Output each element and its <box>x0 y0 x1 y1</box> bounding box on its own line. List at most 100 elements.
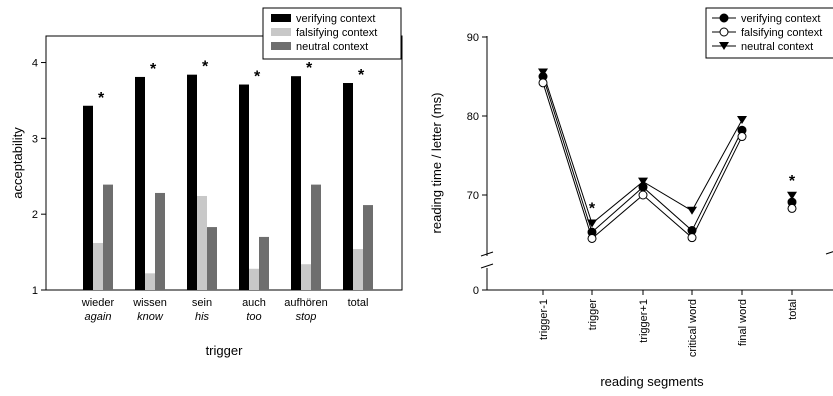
x-tick-label: trigger-1 <box>538 299 550 340</box>
x-tick-gloss: stop <box>296 311 317 323</box>
y-tick-label: 70 <box>467 190 479 202</box>
bar-falsifying-context-2 <box>197 195 207 290</box>
x-tick-gloss: again <box>85 311 112 323</box>
bar-falsifying-context-4 <box>301 264 311 290</box>
significance-star: * <box>98 90 105 107</box>
y-tick-label: 3 <box>32 133 38 145</box>
x-tick-label: trigger+1 <box>638 299 650 343</box>
bars <box>83 74 373 291</box>
point-verifying-context-2 <box>638 182 648 192</box>
y-tick-label: 4 <box>32 58 38 70</box>
significance-star: * <box>306 60 313 77</box>
axis-break-mark <box>480 251 494 257</box>
series-points <box>538 68 797 243</box>
bar-neutral-context-0 <box>103 184 113 290</box>
bar-verifying-context-4 <box>291 76 301 290</box>
legend-marker <box>719 42 729 50</box>
x-tick-label: final word <box>737 299 749 346</box>
x-axis-labels: wieder again wissen know sein his auch too aufhö… <box>81 297 369 323</box>
x-axis-title: reading segments <box>600 374 704 389</box>
point-falsifying-context-3 <box>687 233 697 243</box>
significance-star: * <box>202 59 209 76</box>
point-falsifying-context-0 <box>538 78 548 88</box>
x-tick-label: critical word <box>687 299 699 357</box>
significance-star: * <box>150 61 157 78</box>
point-neutral-context-3 <box>687 206 697 215</box>
x-tick-label: sein <box>192 297 212 309</box>
significance-stars: ** <box>589 173 796 218</box>
x-tick-gloss: know <box>137 311 164 323</box>
legend-label: verifying context <box>296 13 375 25</box>
bar-falsifying-context-0 <box>93 242 103 290</box>
bar-neutral-context-4 <box>311 184 321 290</box>
legend-label: falsifying context <box>741 27 822 39</box>
point-falsifying-context-5 <box>787 203 797 213</box>
legend-marker <box>719 27 729 37</box>
reading-time-line-chart: 0 70 80 90 trigger-1 trigger trigger+1 critica… <box>429 7 833 389</box>
axis-break-mark <box>480 263 494 269</box>
bar-verifying-context-2 <box>187 74 197 290</box>
x-tick-gloss: his <box>195 311 210 323</box>
x-tick-label: wissen <box>132 297 167 309</box>
point-falsifying-context-4 <box>737 132 747 142</box>
y-tick-label: 80 <box>467 111 479 123</box>
x-tick-label: aufhören <box>284 297 327 309</box>
bar-neutral-context-5 <box>363 205 373 290</box>
legend: verifying context falsifying context neutr… <box>705 7 833 59</box>
series-lines <box>542 72 743 240</box>
significance-star: * <box>589 200 596 217</box>
legend-swatch <box>271 42 291 50</box>
legend-swatch <box>271 28 291 36</box>
significance-star: * <box>254 69 261 86</box>
x-tick-gloss: too <box>246 311 261 323</box>
series-line-falsifying-context <box>542 82 743 240</box>
plot-frame <box>45 35 403 291</box>
x-tick-label: auch <box>242 297 266 309</box>
significance-star: * <box>358 67 365 84</box>
bar-falsifying-context-3 <box>249 268 259 290</box>
bar-neutral-context-1 <box>155 192 165 290</box>
x-axis-title: trigger <box>206 343 244 358</box>
series-line-neutral-context <box>542 72 743 225</box>
legend-marker <box>719 13 729 23</box>
x-tick-label: wieder <box>81 297 115 309</box>
bar-verifying-context-5 <box>343 83 353 290</box>
series-line-verifying-context <box>542 76 743 234</box>
acceptability-bar-chart: 1 2 3 4 * * * * * * wieder again wissen know sein his… <box>10 7 403 358</box>
bar-verifying-context-3 <box>239 84 249 290</box>
y-tick-label: 1 <box>32 285 38 297</box>
x-tick-label: total <box>787 299 799 320</box>
x-axis: trigger-1 trigger trigger+1 critical word fi… <box>538 290 799 357</box>
legend-label: neutral context <box>741 41 813 53</box>
legend-label: falsifying context <box>296 27 377 39</box>
axes <box>480 36 833 291</box>
y-tick-label: 90 <box>467 32 479 44</box>
x-tick-label: trigger <box>587 299 599 331</box>
y-axis: 0 70 80 90 <box>467 32 487 297</box>
bar-verifying-context-0 <box>83 105 93 291</box>
point-falsifying-context-2 <box>638 190 648 200</box>
point-neutral-context-2 <box>638 177 648 186</box>
bar-falsifying-context-1 <box>145 273 155 290</box>
y-tick-label: 2 <box>32 209 38 221</box>
legend: verifying context falsifying context neutr… <box>262 7 402 60</box>
point-neutral-context-4 <box>737 115 747 124</box>
legend-label: verifying context <box>741 13 820 25</box>
legend-swatch <box>271 14 291 22</box>
bar-neutral-context-3 <box>259 236 269 290</box>
bar-neutral-context-2 <box>207 227 217 290</box>
bar-verifying-context-1 <box>135 76 145 290</box>
y-axis: 1 2 3 4 <box>32 58 46 297</box>
point-neutral-context-1 <box>587 219 597 228</box>
axis-break-mark <box>825 251 833 255</box>
point-falsifying-context-1 <box>587 233 597 243</box>
y-tick-label: 0 <box>473 285 479 297</box>
x-tick-label: total <box>348 297 369 309</box>
significance-star: * <box>789 173 796 190</box>
point-neutral-context-5 <box>787 191 797 200</box>
y-axis-title: reading time / letter (ms) <box>429 93 444 234</box>
legend-label: neutral context <box>296 41 368 53</box>
bar-falsifying-context-5 <box>353 249 363 290</box>
significance-stars: * * * * * * <box>98 59 365 107</box>
